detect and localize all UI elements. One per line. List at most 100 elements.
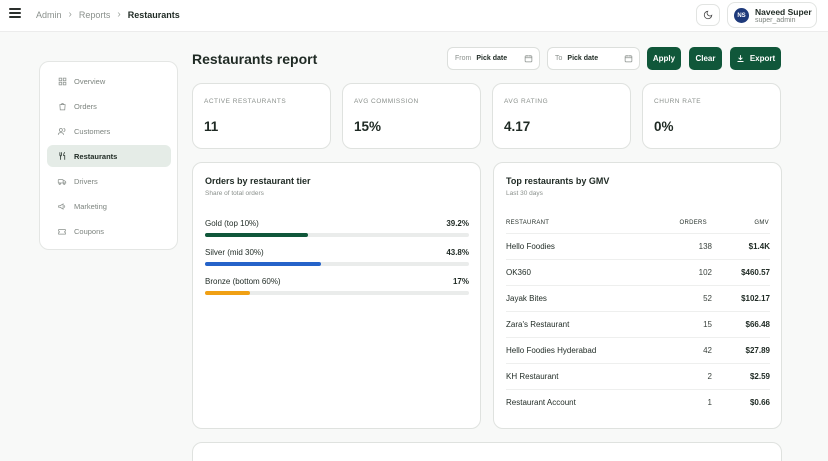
breadcrumb-reports[interactable]: Reports [78, 9, 111, 20]
chevron-right-icon: › [68, 9, 72, 20]
panel-subtitle: Share of total orders [205, 190, 264, 197]
stat-card-avg-commission: AVG COMMISSION 15% [342, 83, 481, 149]
panel-subtitle: Last 30 days [506, 190, 543, 197]
sidebar-item-label: Marketing [74, 201, 107, 211]
breadcrumb-admin[interactable]: Admin [36, 9, 62, 20]
sidebar-item-orders[interactable]: Orders [47, 95, 171, 117]
clear-button[interactable]: Clear [689, 47, 722, 70]
table-row[interactable]: Restaurant Account 1 $0.66 [506, 389, 770, 415]
breadcrumb: Admin › Reports › Restaurants [36, 9, 180, 20]
sidebar-item-customers[interactable]: Customers [47, 120, 171, 142]
restaurant-orders: 102 [698, 268, 712, 277]
stat-value: 15% [354, 119, 382, 134]
table-row[interactable]: Hello Foodies 138 $1.4K [506, 233, 770, 259]
download-icon [737, 55, 744, 62]
breadcrumb-restaurants: Restaurants [127, 9, 180, 20]
stat-value: 0% [654, 119, 674, 134]
table-row[interactable]: Jayak Bites 52 $102.17 [506, 285, 770, 311]
to-date-picker[interactable]: To Pick date [547, 47, 640, 70]
ticket-icon [57, 226, 67, 236]
table-row[interactable]: OK360 102 $460.57 [506, 259, 770, 285]
tier-name: Bronze (bottom 60%) [205, 277, 281, 286]
from-label: From [455, 55, 472, 62]
tier-name: Silver (mid 30%) [205, 248, 264, 257]
tier-percent: 43.8% [446, 248, 469, 257]
stat-label: AVG COMMISSION [354, 98, 419, 105]
sidebar-item-label: Coupons [74, 226, 105, 236]
megaphone-icon [57, 201, 67, 211]
calendar-icon [524, 55, 533, 63]
sidebar-item-restaurants[interactable]: Restaurants [47, 145, 171, 167]
to-date-value: Pick date [567, 55, 599, 62]
tier-silver: Silver (mid 30%) 43.8% [205, 248, 469, 266]
restaurant-gmv: $1.4K [748, 242, 770, 251]
tier-bronze: Bronze (bottom 60%) 17% [205, 277, 469, 295]
restaurant-name: KH Restaurant [506, 372, 559, 381]
top-restaurants-panel: Top restaurants by GMV Last 30 days REST… [493, 162, 782, 429]
restaurant-orders: 52 [703, 294, 712, 303]
calendar-icon [624, 55, 633, 63]
tier-progress-track [205, 291, 469, 295]
sidebar-item-overview[interactable]: Overview [47, 70, 171, 92]
to-label: To [555, 55, 563, 62]
from-date-value: Pick date [476, 55, 508, 62]
restaurant-gmv: $27.89 [745, 346, 770, 355]
theme-toggle-button[interactable] [696, 4, 720, 26]
stat-value: 11 [204, 119, 219, 134]
restaurant-orders: 1 [707, 398, 712, 407]
table-row[interactable]: KH Restaurant 2 $2.59 [506, 363, 770, 389]
grid-icon [57, 76, 67, 86]
from-date-picker[interactable]: From Pick date [447, 47, 540, 70]
export-label: Export [749, 54, 776, 63]
sidebar-item-coupons[interactable]: Coupons [47, 220, 171, 242]
restaurant-gmv: $66.48 [745, 320, 770, 329]
truck-icon [57, 176, 67, 186]
user-menu[interactable]: NS Naveed Super super_admin [727, 2, 817, 28]
sidebar-item-drivers[interactable]: Drivers [47, 170, 171, 192]
tier-percent: 17% [452, 277, 469, 286]
bag-icon [57, 101, 67, 111]
sidebar-item-label: Restaurants [74, 151, 118, 161]
restaurant-gmv: $102.17 [741, 294, 770, 303]
tier-progress-track [205, 233, 469, 237]
chevron-right-icon: › [117, 9, 121, 20]
apply-button[interactable]: Apply [647, 47, 681, 70]
restaurant-name: Restaurant Account [506, 398, 576, 407]
stat-label: AVG RATING [504, 98, 549, 105]
user-role: super_admin [755, 17, 796, 24]
column-header-gmv: GMV [754, 220, 769, 226]
restaurant-orders: 138 [698, 242, 712, 251]
top-bar: Admin › Reports › Restaurants NS Naveed … [0, 0, 828, 32]
sidebar-item-label: Orders [74, 101, 97, 111]
bottom-panel [192, 442, 782, 461]
orders-by-tier-panel: Orders by restaurant tier Share of total… [192, 162, 481, 429]
avatar: NS [734, 8, 749, 23]
page-title: Restaurants report [192, 51, 318, 67]
export-button[interactable]: Export [730, 47, 781, 70]
restaurant-gmv: $2.59 [749, 372, 770, 381]
stat-card-churn-rate: CHURN RATE 0% [642, 83, 781, 149]
tier-progress-track [205, 262, 469, 266]
tier-percent: 39.2% [446, 219, 469, 228]
table-row[interactable]: Zara's Restaurant 15 $66.48 [506, 311, 770, 337]
sidebar-item-label: Drivers [74, 176, 98, 186]
sidebar-item-label: Overview [74, 76, 106, 86]
tier-progress-bar [205, 262, 321, 266]
moon-icon [703, 10, 713, 20]
restaurant-name: Zara's Restaurant [506, 320, 570, 329]
restaurant-orders: 2 [707, 372, 712, 381]
menu-icon[interactable] [9, 8, 21, 20]
stat-value: 4.17 [504, 119, 531, 134]
restaurant-orders: 15 [703, 320, 712, 329]
stat-label: ACTIVE RESTAURANTS [204, 98, 287, 105]
sidebar-item-label: Customers [74, 126, 111, 136]
users-icon [57, 126, 67, 136]
table-row[interactable]: Hello Foodies Hyderabad 42 $27.89 [506, 337, 770, 363]
restaurant-name: OK360 [506, 268, 531, 277]
sidebar: Overview Orders Customers Restaurants Dr… [39, 61, 178, 250]
sidebar-item-marketing[interactable]: Marketing [47, 195, 171, 217]
user-name: Naveed Super [755, 7, 812, 17]
tier-gold: Gold (top 10%) 39.2% [205, 219, 469, 237]
panel-title: Orders by restaurant tier [205, 176, 311, 186]
utensils-icon [57, 151, 67, 161]
